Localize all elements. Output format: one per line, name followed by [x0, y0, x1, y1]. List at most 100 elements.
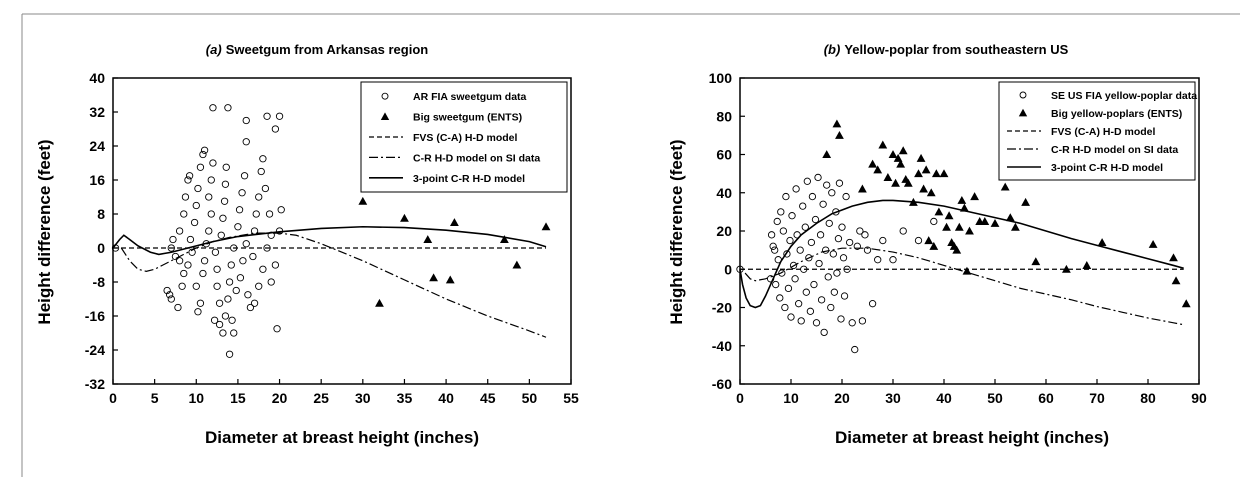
panel-a-series-0-point — [271, 261, 280, 269]
panel-b-series-0-point — [825, 219, 833, 228]
panel-b-series-0-point — [842, 192, 850, 201]
panel-b-series-0-point — [874, 256, 882, 264]
legend-item: C-R H-D model on SI data — [1007, 144, 1178, 156]
x-tick-label: 10 — [188, 390, 204, 406]
x-tick-label: 0 — [109, 390, 117, 406]
y-tick-label: 0 — [97, 240, 105, 256]
legend-item: AR FIA sweetgum data — [381, 91, 527, 103]
panel-b-series-0-point — [788, 212, 796, 220]
x-tick-label: 0 — [736, 390, 744, 406]
panel-b-series-0-point — [858, 317, 867, 325]
panel-b-series-0-point — [806, 307, 815, 315]
panel-b-series-1-point — [873, 165, 883, 174]
panel-a-series-0-point — [257, 167, 265, 176]
panel-b-series-1-point — [954, 222, 964, 231]
panel-a-series-0-point — [190, 218, 199, 227]
y-tick-label: -8 — [93, 274, 106, 290]
panel-a-series-0-point — [199, 269, 207, 278]
panel-b-series-0-point — [838, 223, 846, 231]
panel-b-series-0-point — [817, 296, 826, 304]
panel-b-x-ticks: 0 10 20 30 40 50 60 70 80 90 — [736, 379, 1207, 406]
panel-a-series-0-point — [217, 231, 225, 239]
panel-a-series-0-point — [167, 295, 175, 303]
panel-b-series-0-point — [784, 284, 793, 293]
panel-b-series-0-point — [828, 189, 836, 197]
y-tick-label: -16 — [85, 308, 105, 324]
panel-a-series-0-point — [228, 316, 236, 324]
legend-item: FVS (C-A) H-D model — [369, 132, 517, 144]
panel-a-legend: AR FIA sweetgum data Big sweetgum (ENTS) F… — [360, 81, 568, 193]
legend-item-1-point — [1018, 108, 1028, 117]
panel-a-series-0-point — [207, 176, 215, 184]
panel-b-series-1-point — [1005, 213, 1015, 222]
panel-b-series-0-point — [796, 246, 804, 254]
panel-a-series-0-point — [194, 308, 202, 316]
panel-b-legend: SE US FIA yellow-poplar data Big yellow-p… — [998, 81, 1197, 181]
panel-b-series-0-point — [777, 208, 785, 216]
y-tick-label: 60 — [716, 147, 732, 163]
panel-b-y-ticks: -60 -40 -20 0 20 40 60 80 100 — [709, 70, 745, 392]
legend-item: Big yellow-poplars (ENTS) — [1018, 108, 1182, 120]
legend-item: 3-point C-R H-D model — [1007, 162, 1163, 174]
panel-b-series-1-point — [970, 192, 979, 201]
panel-b-series-1-point — [962, 266, 972, 275]
panel-a-series-0-point — [200, 257, 209, 265]
panel-a-series-0-point — [230, 329, 238, 337]
panel-a-series-1-point — [429, 273, 438, 282]
panel-b-series-1-point — [1011, 222, 1020, 231]
panel-a-series-0-point — [271, 125, 280, 133]
panel-b-series-0-markers — [736, 173, 938, 354]
panel-b-series-0-point — [802, 288, 810, 296]
panel-b-series-0-point — [848, 319, 856, 327]
panel-a-series-0-point — [273, 325, 281, 333]
y-tick-label: -40 — [712, 338, 732, 354]
legend-item-1-point — [380, 112, 390, 120]
x-tick-label: 80 — [1140, 390, 1156, 406]
panel-b-series-0-point — [795, 300, 803, 308]
panel-a-series-0-point — [263, 112, 271, 120]
panel-b-series-0-point — [810, 280, 818, 289]
panel-b-series-1-point — [1000, 182, 1010, 191]
panel-b-series-0-point — [856, 227, 864, 235]
panel-b-series-0-point — [824, 273, 832, 281]
panel-a-series-0-point — [192, 282, 200, 290]
panel-a-series-0-point — [222, 163, 230, 171]
panel-a-series-4-line — [112, 225, 547, 256]
panel-a: (a) Sweetgum from Arkansas region 0 5 10 15 2… — [35, 42, 579, 447]
panel-a-series-0-point — [165, 291, 174, 299]
panel-b-series-0-point — [786, 236, 794, 245]
panel-b-series-0-point — [812, 319, 821, 327]
x-tick-label: 10 — [783, 390, 799, 406]
panel-a-series-0-point — [192, 201, 200, 210]
panel-a-series-0-point — [275, 112, 284, 120]
panel-b-series-0-point — [781, 303, 789, 312]
panel-a-series-0-point — [277, 206, 285, 214]
panel-b-series-0-point — [899, 227, 907, 235]
panel-b-series-1-point — [858, 184, 867, 193]
panel-b-series-0-point — [853, 242, 861, 250]
panel-b-series-1-point — [896, 159, 906, 168]
panel-a-series-0-point — [196, 299, 205, 307]
panel-b-series-0-point — [834, 234, 843, 243]
panel-a-series-0-point — [174, 303, 182, 312]
panel-a-series-0-point — [196, 163, 205, 171]
panel-b-series-0-point — [830, 288, 838, 296]
panel-b-title: (b) Yellow-poplar from southeastern US — [824, 42, 1069, 57]
panel-b-series-1-point — [916, 153, 926, 162]
panel-b-series-0-point — [851, 345, 859, 354]
x-tick-label: 45 — [480, 390, 496, 406]
panel-b-series-1-point — [868, 159, 877, 168]
panel-a-y-ticks: -32 -24 -16 -8 0 8 16 24 32 40 — [85, 70, 118, 392]
legend-item: FVS (C-A) H-D model — [1007, 126, 1155, 138]
panel-b-series-0-point — [782, 192, 790, 201]
panel-b-series-0-point — [805, 254, 813, 262]
panel-b-series-0-point — [779, 227, 787, 235]
x-tick-label: 15 — [230, 390, 246, 406]
panel-a-series-0-point — [259, 265, 267, 273]
panel-a-series-0-point — [267, 278, 275, 286]
panel-b-series-1-markers — [822, 119, 1191, 308]
panel-a-id: (a) — [206, 42, 222, 57]
legend-item-0-point — [381, 92, 389, 100]
panel-b-series-1-point — [1169, 253, 1178, 262]
panel-a-series-0-point — [184, 176, 192, 184]
